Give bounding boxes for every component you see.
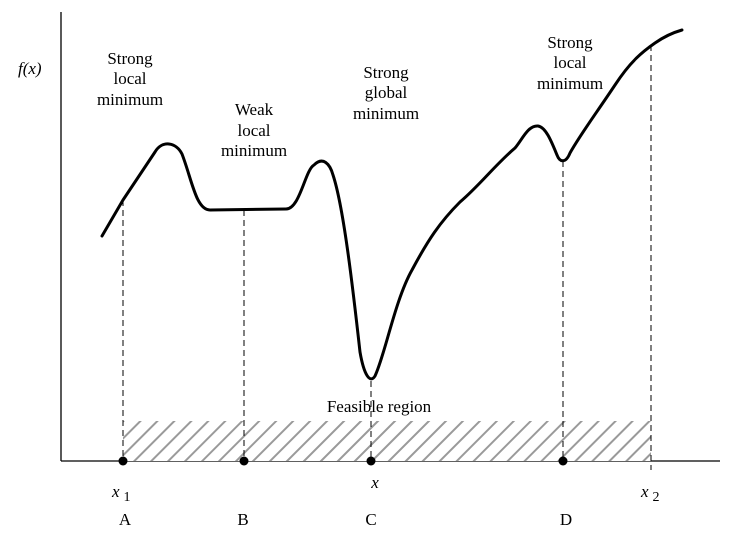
svg-text:global: global bbox=[365, 83, 408, 102]
annotation-strong-global-minimum: Strong global minimum bbox=[353, 63, 419, 123]
svg-text:minimum: minimum bbox=[221, 141, 287, 160]
svg-text:local: local bbox=[113, 69, 146, 88]
point-label-c: C bbox=[365, 510, 376, 529]
point-b-dot bbox=[239, 456, 249, 466]
annotation-weak-local-minimum: Weak local minimum bbox=[221, 100, 287, 160]
svg-text:minimum: minimum bbox=[537, 74, 603, 93]
x2-label-main: x bbox=[640, 482, 649, 501]
svg-text:Strong: Strong bbox=[547, 33, 593, 52]
x1-label-sub: 1 bbox=[124, 490, 131, 505]
annotation-strong-local-minimum-1: Strong local minimum bbox=[97, 49, 163, 109]
point-label-a: A bbox=[119, 510, 132, 529]
point-label-b: B bbox=[237, 510, 248, 529]
point-c-dot bbox=[366, 456, 376, 466]
svg-text:Strong: Strong bbox=[107, 49, 153, 68]
x-label: x bbox=[370, 473, 379, 492]
svg-text:Weak: Weak bbox=[235, 100, 274, 119]
point-a-dot bbox=[118, 456, 128, 466]
svg-text:local: local bbox=[553, 53, 586, 72]
y-axis-label: f(x) bbox=[18, 59, 42, 78]
function-curve bbox=[100, 28, 684, 381]
svg-text:minimum: minimum bbox=[97, 90, 163, 109]
svg-text:Strong: Strong bbox=[363, 63, 409, 82]
annotation-strong-local-minimum-2: Strong local minimum bbox=[537, 33, 603, 93]
x1-label-main: x bbox=[111, 482, 120, 501]
point-label-d: D bbox=[560, 510, 572, 529]
point-d-dot bbox=[558, 456, 568, 466]
svg-text:minimum: minimum bbox=[353, 104, 419, 123]
x2-label-sub: 2 bbox=[653, 490, 660, 505]
svg-text:local: local bbox=[237, 121, 270, 140]
feasible-region-label: Feasible region bbox=[327, 397, 432, 416]
feasible-region-hatch bbox=[123, 421, 651, 461]
